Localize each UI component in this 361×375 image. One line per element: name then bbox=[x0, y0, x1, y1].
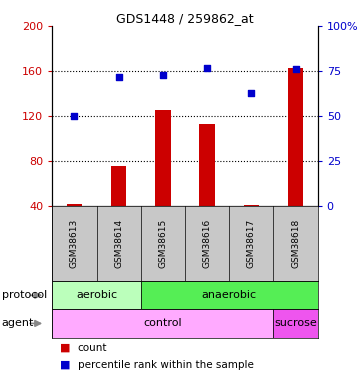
Text: GSM38614: GSM38614 bbox=[114, 219, 123, 268]
Text: GSM38618: GSM38618 bbox=[291, 219, 300, 268]
Bar bbox=[288, 68, 303, 206]
Text: GSM38617: GSM38617 bbox=[247, 219, 256, 268]
Text: ■: ■ bbox=[60, 360, 70, 369]
Bar bbox=[52, 309, 274, 338]
Text: GSM38616: GSM38616 bbox=[203, 219, 212, 268]
Point bbox=[116, 74, 122, 80]
Bar bbox=[111, 166, 126, 206]
Text: GSM38615: GSM38615 bbox=[158, 219, 168, 268]
Bar bbox=[244, 205, 259, 206]
Point bbox=[160, 72, 166, 78]
Text: control: control bbox=[144, 318, 182, 328]
Text: agent: agent bbox=[2, 318, 34, 328]
Text: percentile rank within the sample: percentile rank within the sample bbox=[78, 360, 253, 369]
Text: ■: ■ bbox=[60, 343, 70, 353]
Bar bbox=[155, 110, 171, 206]
Point bbox=[248, 90, 254, 96]
Text: protocol: protocol bbox=[2, 290, 47, 300]
Text: count: count bbox=[78, 343, 107, 353]
Bar bbox=[199, 124, 215, 206]
Text: sucrose: sucrose bbox=[274, 318, 317, 328]
Title: GDS1448 / 259862_at: GDS1448 / 259862_at bbox=[116, 12, 254, 25]
Bar bbox=[141, 281, 318, 309]
Text: GSM38613: GSM38613 bbox=[70, 219, 79, 268]
Point bbox=[204, 64, 210, 70]
Point bbox=[293, 66, 299, 72]
Bar bbox=[67, 204, 82, 206]
Bar bbox=[274, 309, 318, 338]
Text: anaerobic: anaerobic bbox=[202, 290, 257, 300]
Text: aerobic: aerobic bbox=[76, 290, 117, 300]
Bar bbox=[52, 281, 141, 309]
Point bbox=[71, 113, 77, 119]
